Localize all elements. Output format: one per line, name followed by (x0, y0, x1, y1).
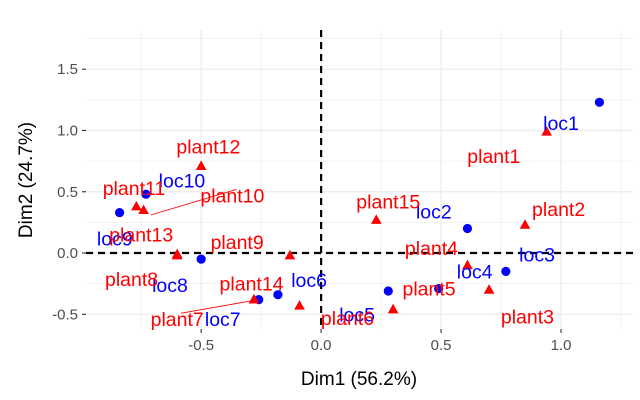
axis-ticks: -0.5 0.0 0.5 1.0 -0.5 0.0 0.5 1.0 1.5 (52, 61, 571, 354)
point-loc3 (501, 266, 511, 277)
point-loc9 (114, 207, 125, 218)
label-plant9: plant9 (211, 232, 264, 254)
label-loc10: loc10 (159, 171, 206, 193)
point-plant9 (284, 249, 296, 260)
label-plant4: plant4 (405, 238, 458, 260)
label-loc4: loc4 (457, 261, 493, 283)
point-plant15 (370, 214, 382, 224)
x-axis-title: Dim1 (56.2%) (301, 369, 417, 390)
point-loc5 (383, 286, 393, 296)
point-loc10 (141, 189, 151, 199)
y-tick-label: 0.5 (57, 184, 78, 201)
x-tick-label: 1.0 (551, 337, 572, 354)
y-tick-label: 1.5 (57, 61, 78, 78)
label-plant1: plant1 (467, 146, 520, 168)
y-tick-label: 1.0 (57, 122, 78, 139)
label-loc3: loc3 (519, 244, 555, 266)
point-plant14 (248, 293, 260, 304)
point-loc6 (273, 290, 283, 300)
label-loc1: loc1 (543, 113, 579, 135)
y-tick-label: 0.0 (57, 245, 78, 262)
point-loc2 (462, 223, 473, 234)
label-plant5: plant5 (403, 279, 456, 301)
point-labels: loc1 loc2 loc3 loc4 loc5 loc6 loc7 loc8 loc9 loc1… (97, 113, 585, 331)
x-tick-label: 0.0 (311, 337, 332, 354)
label-plant13: plant13 (109, 225, 173, 247)
panel-background (86, 30, 633, 329)
label-connectors (150, 189, 252, 314)
label-plant8: plant8 (105, 269, 158, 291)
label-loc8: loc8 (152, 275, 188, 297)
point-plant2 (519, 219, 531, 229)
y-axis-title: Dim2 (24.7%) (16, 122, 37, 238)
x-tick-label: 0.5 (431, 337, 452, 354)
point-plant4 (462, 259, 473, 270)
label-plant11: plant11 (103, 178, 166, 200)
label-loc5: loc5 (339, 304, 375, 326)
label-loc7: loc7 (205, 309, 241, 331)
point-plant13 (171, 248, 183, 259)
label-plant3: plant3 (501, 307, 554, 329)
label-connector (181, 300, 252, 314)
point-plant5 (387, 303, 399, 314)
point-loc8 (196, 254, 206, 264)
point-plant3 (483, 284, 495, 294)
point-loc4 (434, 283, 444, 294)
label-plant6: plant6 (321, 308, 374, 330)
label-plant2: plant2 (532, 199, 585, 221)
point-plant6 (294, 300, 305, 310)
label-plant14: plant14 (220, 274, 284, 296)
reference-lines (86, 30, 633, 329)
x-tick-label: -0.5 (188, 337, 214, 354)
point-plant10 (138, 204, 149, 215)
label-plant7: plant7 (151, 309, 204, 331)
label-loc9: loc9 (97, 228, 133, 250)
label-plant10: plant10 (200, 185, 264, 207)
point-plant11 (131, 200, 142, 211)
point-plant1 (541, 126, 552, 136)
label-loc6: loc6 (291, 270, 327, 292)
point-plant12 (195, 160, 207, 170)
label-plant12: plant12 (176, 136, 240, 158)
label-plant15: plant15 (356, 192, 420, 214)
point-loc1 (594, 97, 605, 107)
points (114, 97, 605, 314)
label-loc2: loc2 (416, 201, 452, 223)
y-tick-label: -0.5 (52, 306, 78, 323)
label-connector (150, 189, 237, 216)
